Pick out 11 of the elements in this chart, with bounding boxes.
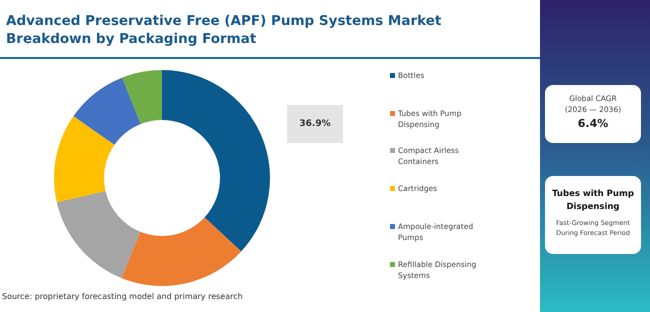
- donut-slice: [73, 78, 141, 145]
- data-label: 36.9%: [287, 105, 343, 143]
- donut-slice: [162, 70, 270, 252]
- source-note: Source: proprietary forecasting model and primary research: [2, 292, 243, 301]
- chart-title: Advanced Preservative Free (APF) Pump Systems Market Breakdown by Packaging Format: [6, 12, 442, 48]
- donut-slice: [54, 116, 114, 202]
- text: 6.4%: [576, 117, 610, 130]
- donut-slice: [122, 70, 162, 124]
- donut-slice: [56, 191, 140, 278]
- text: Tubes with Pump Dispensing: [551, 188, 635, 214]
- donut-slice: [122, 217, 242, 286]
